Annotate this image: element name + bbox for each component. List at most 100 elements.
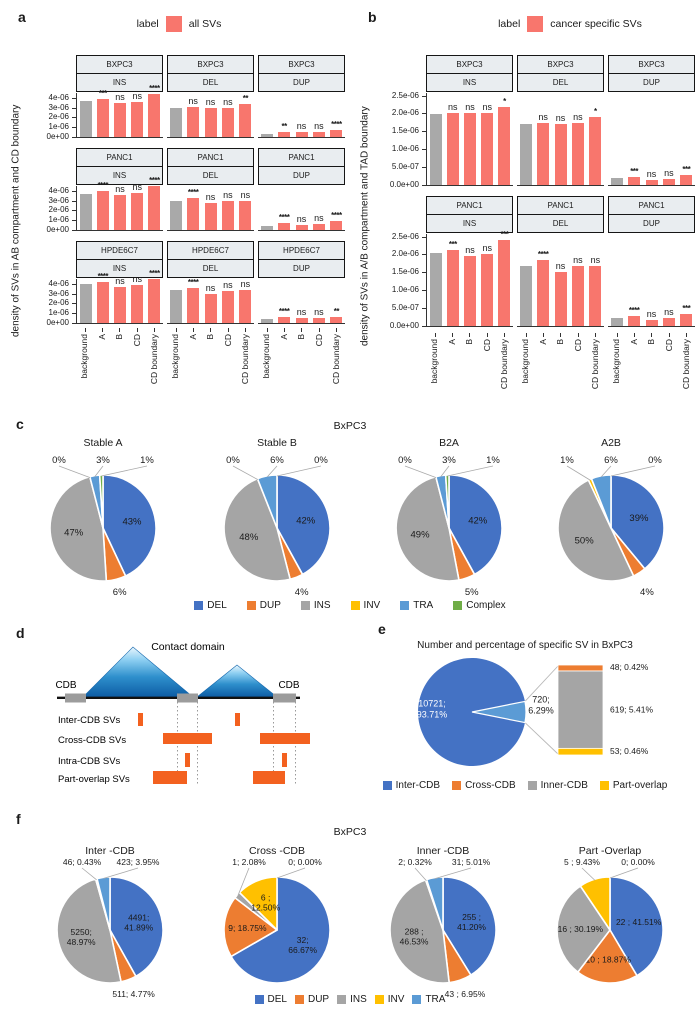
pie-label-ins: 5250; 48.97% [67, 927, 96, 947]
x-tick-mark [119, 328, 121, 332]
pie-label-ins: 48% [239, 532, 259, 543]
bar-cd-boundary [589, 266, 602, 326]
bar-b [114, 287, 126, 323]
legend-swatch-cross-cdb [452, 781, 462, 790]
bar-slot-background [258, 279, 275, 323]
bar-slot-cd-boundary: * [587, 93, 604, 185]
x-tick-label: CD [131, 334, 142, 347]
y-tick-label: 4e-06 [48, 278, 69, 288]
facet-row-bxpc3: 4e-06 3e-06 2e-06 1e-06 0e+00 BXPC3 INS *** ns ns… [34, 55, 345, 141]
bar-a [278, 131, 291, 137]
significance-label: ns [573, 255, 583, 266]
y-tick-mark [72, 137, 76, 138]
y-tick-mark [72, 107, 76, 109]
bar-slot-cd-boundary: ** [328, 279, 345, 323]
bar-b [114, 102, 126, 137]
pie-label-leader-line [276, 465, 322, 477]
pie-label-inv: 5 ; 9.43% [564, 857, 600, 867]
bar-slot-cd-boundary: **** [328, 186, 345, 230]
significance-label: ns [240, 279, 251, 290]
x-tick-mark [175, 328, 177, 332]
pie-label-complex: 1% [486, 455, 500, 466]
significance-label: ns [664, 307, 674, 318]
pie-chart-cross--cdb: 32; 66.67% 9; 18.75% 6 ; 12.50% 1; 2.08% 0; 0.… [223, 857, 331, 984]
x-labels-facet: background A B CD CD boundary [517, 333, 604, 403]
x-tick-label: CD [222, 334, 233, 347]
bar-b [645, 179, 658, 185]
x-tick-mark [210, 328, 212, 332]
bar-background [169, 201, 182, 230]
significance-label: ns [482, 101, 492, 112]
bar-background [260, 226, 273, 230]
bar-slot-b: ns [643, 234, 660, 326]
x-label-slot: CD boundary [146, 328, 163, 400]
facet-strip-cell-line: BXPC3 [426, 55, 513, 74]
legend-swatch-red [527, 16, 544, 32]
facet-hpde6c7-del: HPDE6C7 DEL **** ns ns ns [167, 241, 254, 324]
x-label-slot: A [625, 333, 642, 403]
legend-text: Cross-CDB [465, 780, 516, 791]
contact-domain-diagram: Contact domain CDB CDB Inter-CDB SVs Cro… [55, 641, 310, 786]
x-axis-labels: background A B CD CD boundary background A B CD C… [34, 328, 345, 400]
pie-slice-inv [579, 876, 611, 931]
facet-strip-cell-line: BXPC3 [608, 55, 695, 74]
x-tick-label: A [187, 334, 198, 340]
legend-text: Complex [466, 600, 506, 611]
y-tick-label: 5.0e-07 [391, 162, 419, 172]
facet-strip-cell-line: HPDE6C7 [76, 241, 163, 260]
bar-slot-b: ns [461, 234, 478, 326]
pie-title-inter--cdb: Inter -CDB [85, 845, 135, 857]
facet-plot-area: **** ns ns ** [258, 279, 345, 324]
y-tick-mark [72, 220, 76, 222]
bar-slot-b: ns [293, 93, 310, 137]
bar-slot-cd: ns [569, 234, 586, 326]
y-tick-mark [72, 117, 76, 119]
panel-c-pie-charts: c BxPC3 Stable A 43% 6% 47% 0% 3% 1% Stable B 42… [0, 413, 700, 625]
significance-label: ns [223, 97, 233, 108]
legend-swatch-ins [337, 995, 347, 1004]
pie-label-leader-line [94, 465, 104, 477]
bar-segment-label-cross-cdb: 48; 0.42% [610, 662, 649, 672]
x-label-slot: B [643, 333, 660, 403]
x-tick-mark [154, 328, 156, 332]
bar-a [187, 288, 200, 323]
pie-slice-tra [425, 876, 444, 931]
bar-slot-background [517, 234, 534, 326]
facet-strip-cell-line: PANC1 [608, 196, 695, 215]
x-tick-label: background [261, 334, 272, 379]
x-tick-label: A [537, 339, 548, 345]
facet-strip-sv-type: INS [76, 258, 163, 278]
significance-label: ns [482, 242, 492, 253]
significance-label: **** [187, 188, 199, 198]
y-tick-mark [72, 283, 76, 285]
facet-plot-area: **** ns ns **** [76, 270, 163, 324]
facet-panc1-ins: PANC1 INS *** ns ns *** [426, 196, 513, 327]
pie-chart-part--overlap: 22 ; 41.51% 10 ; 18.87% 16 ; 30.19% 5 ; 9.4… [556, 857, 664, 984]
legend-item-part-overlap: Part-overlap [599, 780, 667, 791]
significance-label: ns [223, 280, 233, 291]
pie-label-dup: 4% [640, 587, 654, 598]
significance-label: **** [97, 180, 109, 190]
pie-label-inv: 0% [52, 455, 66, 466]
bar-slot-a: **** [184, 186, 201, 230]
pie-slice-dup [223, 896, 278, 958]
panel-f-legend: DEL DUP INS INV TRA [0, 994, 700, 1005]
y-tick-mark [72, 230, 76, 231]
pie-slice-ins [557, 479, 635, 582]
facet-panc1-dup: PANC1 DUP **** ns ns **** [258, 148, 345, 231]
panel-b-legend: label cancer specific SVs [350, 16, 700, 32]
significance-label: ns [555, 112, 566, 123]
significance-label: *** [98, 89, 107, 99]
panel-label-f: f [16, 811, 21, 827]
bar-background [260, 318, 273, 323]
significance-label: ns [205, 191, 216, 202]
facet-plot-area: *** ns ns *** [426, 230, 513, 327]
bar-slot-cd: ns [219, 186, 236, 230]
pie-label-del: 32; 66.67% [288, 935, 317, 955]
bar-cd [481, 253, 494, 326]
facet-bxpc3-del: BXPC3 DEL ns ns ns * [517, 55, 604, 186]
y-tick-label: 3e-06 [48, 102, 69, 112]
pie-label-complex: 0% [314, 455, 328, 466]
bar-b [554, 271, 567, 326]
facet-strip-sv-type: DUP [608, 213, 695, 233]
